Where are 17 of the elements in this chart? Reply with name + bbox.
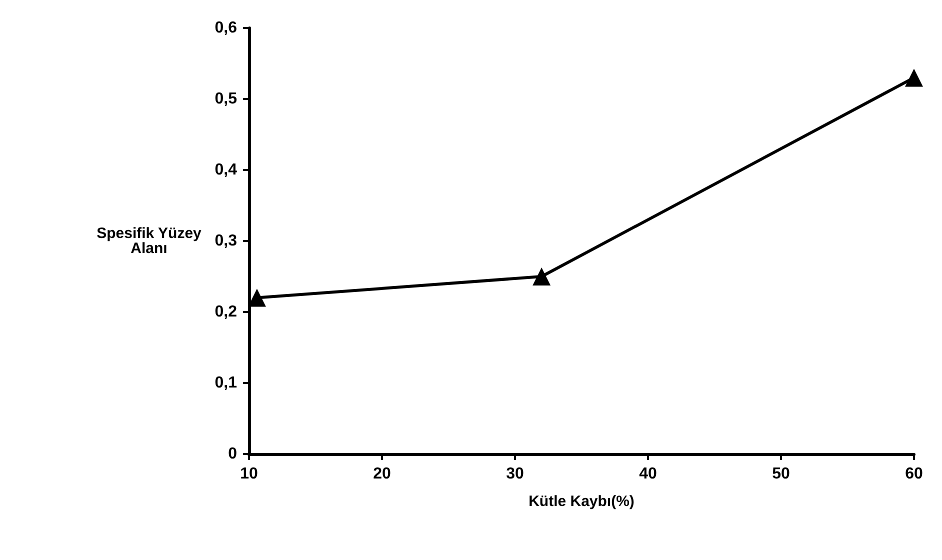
x-tick-label: 40 xyxy=(639,466,657,482)
y-tick-label: 0,1 xyxy=(214,374,238,392)
y-tick-label: 0 xyxy=(228,446,238,462)
point xyxy=(905,68,923,87)
y-tick-label: 0,5 xyxy=(214,90,238,108)
x-tick-label: 50 xyxy=(772,466,790,482)
y-tick-label: 0,3 xyxy=(214,232,238,250)
y-axis-title: Spesifik Yüzey Alanı xyxy=(96,225,202,257)
y-tick-label: 0,2 xyxy=(214,304,238,320)
x-tick-label: 60 xyxy=(905,466,923,482)
x-tick-label: 30 xyxy=(506,466,524,482)
x-axis-title: Kütle Kaybı(%) xyxy=(528,493,634,510)
x-tick-label: 10 xyxy=(240,466,258,482)
y-tick-label: 0,6 xyxy=(214,20,238,36)
point xyxy=(532,268,551,286)
x-tick-label: 20 xyxy=(373,466,391,482)
y-tick-label: 0,4 xyxy=(214,162,238,178)
